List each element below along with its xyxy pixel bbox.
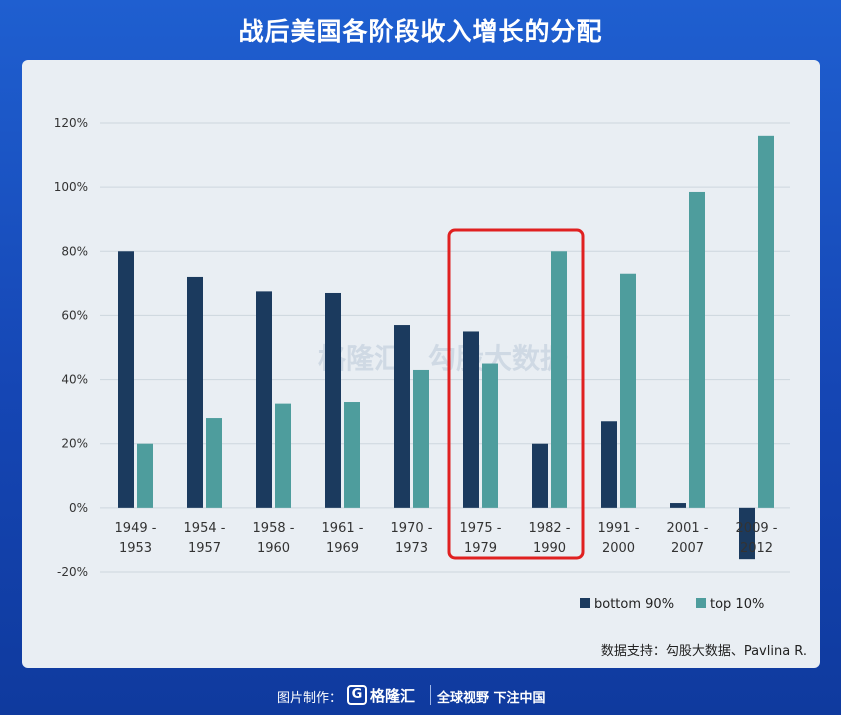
x-tick-label: 2007 (671, 541, 704, 556)
y-tick-label: 60% (61, 308, 88, 322)
y-tick-label: 0% (69, 501, 88, 515)
x-tick-label: 1990 (533, 541, 566, 556)
y-tick-label: 40% (61, 373, 88, 387)
x-tick-label: 1969 (326, 541, 359, 556)
bar-bottom-90 (670, 503, 686, 508)
x-tick-label: 1970 - (391, 521, 433, 536)
bar-bottom-90 (256, 291, 272, 508)
y-tick-label: 100% (54, 180, 88, 194)
footer: 图片制作： G 格隆汇 全球视野 下注中国 (0, 681, 841, 711)
bar-top-10 (689, 191, 705, 508)
highlight-box (447, 228, 585, 560)
x-tick-label: 1973 (395, 541, 428, 556)
footer-logo: G 格隆汇 (347, 683, 425, 707)
bar-bottom-90 (739, 507, 755, 560)
bar-bottom-90 (463, 331, 479, 508)
bar-top-10 (344, 402, 360, 508)
bar-bottom-90 (532, 443, 548, 508)
x-tick-label: 2012 (740, 541, 773, 556)
bar-bottom-90 (187, 276, 203, 508)
source-note: 数据支持：勾股大数据、Pavlina R. (600, 644, 807, 659)
x-tick-label: 1975 - (460, 521, 502, 536)
y-tick-label: -20% (57, 565, 88, 579)
page-title: 战后美国各阶段收入增长的分配 (238, 17, 603, 46)
y-tick-label: 120% (54, 116, 88, 130)
bar-bottom-90 (325, 292, 341, 508)
bar-bottom-90 (118, 251, 134, 508)
x-tick-label: 1960 (257, 541, 290, 556)
bar-top-10 (551, 251, 567, 508)
watermark-text: 勾股大数据 (428, 342, 568, 375)
x-tick-label: 2000 (602, 541, 635, 556)
footer-logo-text: 格隆汇 (370, 686, 416, 705)
bar-top-10 (482, 363, 498, 508)
legend-swatch (580, 598, 590, 608)
x-tick-label: 2001 - (667, 521, 709, 536)
y-tick-label: 20% (61, 437, 88, 451)
x-tick-label: 2009 - (736, 521, 778, 536)
x-tick-label: 1982 - (529, 521, 571, 536)
legend-label: top 10% (710, 597, 764, 612)
x-tick-label: 1954 - (184, 521, 226, 536)
bar-top-10 (206, 418, 222, 508)
bar-top-10 (137, 443, 153, 508)
x-tick-label: 1961 - (322, 521, 364, 536)
bar-bottom-90 (601, 421, 617, 508)
legend-label: bottom 90% (594, 597, 674, 612)
bar-top-10 (413, 369, 429, 508)
x-tick-label: 1979 (464, 541, 497, 556)
bar-top-10 (275, 403, 291, 508)
x-tick-label: 1949 - (115, 521, 157, 536)
footer-made-by-label: 图片制作： (277, 691, 343, 706)
legend-swatch (696, 598, 706, 608)
x-tick-label: 1991 - (598, 521, 640, 536)
x-tick-label: 1958 - (253, 521, 295, 536)
chart-card (22, 60, 820, 668)
x-tick-label: 1953 (119, 541, 152, 556)
footer-slogan: 全球视野 下注中国 (437, 691, 546, 706)
footer-divider (430, 685, 431, 705)
bar-top-10 (620, 273, 636, 508)
logo-mark-icon: G (347, 685, 367, 705)
y-tick-label: 80% (61, 244, 88, 258)
bar-top-10 (758, 135, 774, 508)
x-tick-label: 1957 (188, 541, 221, 556)
bar-bottom-90 (394, 325, 410, 508)
